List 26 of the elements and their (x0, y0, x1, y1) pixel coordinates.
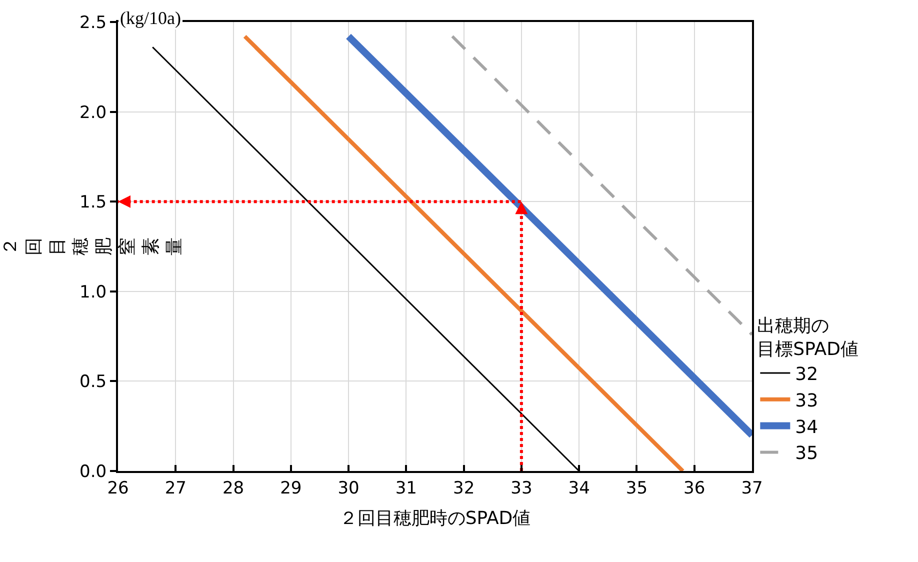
x-tick-label: 37 (741, 478, 763, 498)
x-tick-label: 32 (453, 478, 475, 498)
y-tick-label: 0.0 (80, 462, 107, 482)
y-tick-label: 2.0 (80, 102, 107, 123)
x-tick-label: 35 (626, 478, 648, 498)
annotation: (kg/10a) (120, 8, 181, 28)
legend-label: 33 (795, 390, 818, 412)
x-tick-label: 30 (338, 478, 360, 498)
legend-title: 出穂期の目標SPAD値 (757, 315, 858, 360)
y-tick-label: 0.5 (80, 372, 107, 392)
x-tick-label: 28 (222, 478, 244, 498)
legend-label: 34 (795, 416, 818, 438)
x-tick-label: 34 (568, 478, 590, 498)
x-tick-label: 26 (107, 478, 129, 498)
x-tick-label: 36 (684, 478, 706, 498)
legend-label: 32 (795, 364, 818, 386)
x-axis-title: ２回目穂肥時のSPAD値 (339, 508, 531, 529)
legend-label: 35 (795, 443, 818, 464)
y-tick-label: 2.5 (80, 12, 107, 33)
y-axis-title: ２回目穂肥窒素量 (0, 238, 185, 256)
x-tick-label: 29 (280, 478, 302, 498)
y-tick-label: 1.0 (80, 282, 107, 302)
y-tick-label: 1.5 (80, 192, 107, 213)
x-tick-label: 33 (510, 478, 532, 498)
x-tick-label: 27 (164, 478, 186, 498)
x-tick-label: 31 (395, 478, 417, 498)
